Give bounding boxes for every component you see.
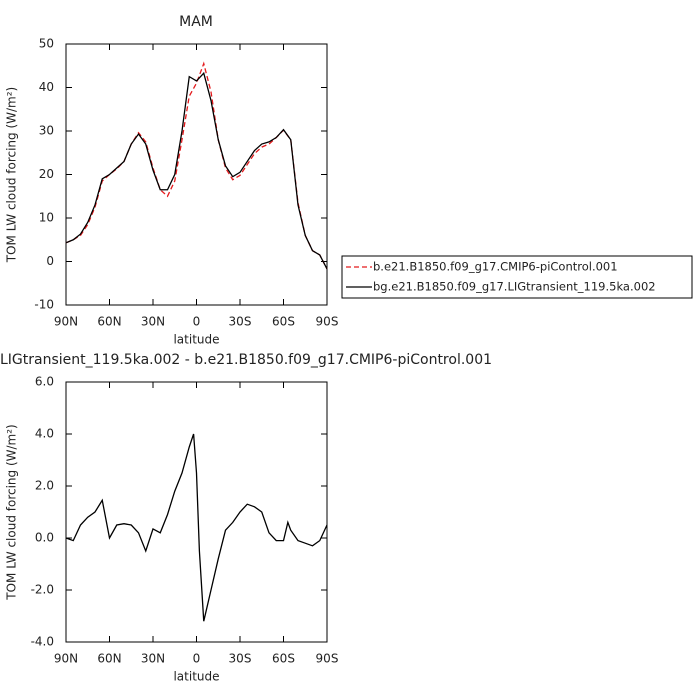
x-tick-label: 60N (97, 652, 121, 666)
x-tick-label: 30N (141, 652, 165, 666)
legend-box (341, 255, 693, 299)
x-tick-label: 90S (316, 652, 339, 666)
x-tick-label: 60S (272, 315, 295, 329)
y-axis-label: TOM LW cloud forcing (W/m²) (5, 424, 19, 601)
y-tick-label: 20 (39, 167, 54, 181)
chart-title: MAM (179, 14, 213, 30)
x-axis-label: latitude (173, 333, 219, 347)
y-tick-label: -4.0 (31, 635, 54, 649)
chart-title: LIGtransient_119.5ka.002 - b.e21.B1850.f… (0, 352, 492, 368)
y-axis-label: TOM LW cloud forcing (W/m²) (5, 87, 19, 264)
x-axis-label: latitude (173, 670, 219, 684)
data-line (65, 433, 328, 622)
legend-label: b.e21.B1850.f09_g17.CMIP6-piControl.001 (373, 260, 618, 274)
x-tick-label: 90N (54, 315, 78, 329)
x-tick-label: 30N (141, 315, 165, 329)
y-tick-label: 50 (39, 37, 54, 51)
y-tick-label: 0 (46, 254, 54, 268)
y-tick-label: 0.0 (35, 531, 54, 545)
y-tick-label: 2.0 (35, 479, 54, 493)
y-tick-label: 6.0 (35, 375, 54, 389)
x-tick-label: 90N (54, 652, 78, 666)
x-tick-label: 30S (229, 315, 252, 329)
y-tick-label: 30 (39, 124, 54, 138)
x-tick-label: 30S (229, 652, 252, 666)
y-tick-label: -2.0 (31, 583, 54, 597)
legend-label: bg.e21.B1850.f09_g17.LIGtransient_119.5k… (373, 280, 656, 294)
y-tick-label: 40 (39, 80, 54, 94)
plot-frame (65, 43, 328, 306)
x-tick-label: 0 (193, 652, 201, 666)
y-tick-label: 10 (39, 211, 54, 225)
y-tick-label: -10 (34, 298, 54, 312)
x-tick-label: 0 (193, 315, 201, 329)
x-tick-label: 90S (316, 315, 339, 329)
data-line (65, 71, 328, 270)
x-tick-label: 60S (272, 652, 295, 666)
x-tick-label: 60N (97, 315, 121, 329)
y-tick-label: 4.0 (35, 427, 54, 441)
data-line (65, 61, 328, 270)
